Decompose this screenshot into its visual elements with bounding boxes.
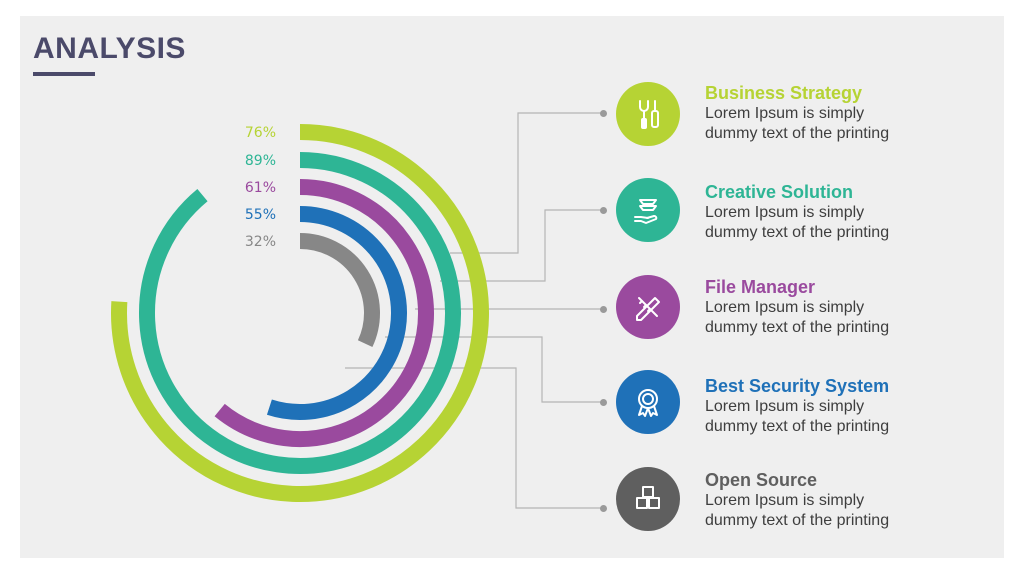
radial-bar-55 bbox=[266, 206, 407, 420]
item-desc-line2: dummy text of the printing bbox=[705, 418, 890, 435]
connector-dot bbox=[600, 110, 607, 117]
item-desc-line1: Lorem Ipsum is simply bbox=[705, 105, 865, 122]
item-creative-solution: Creative Solution Lorem Ipsum is simply … bbox=[705, 181, 985, 243]
item-desc-line1: Lorem Ipsum is simply bbox=[705, 492, 865, 509]
item-desc-line1: Lorem Ipsum is simply bbox=[705, 299, 865, 316]
item-file-manager: File Manager Lorem Ipsum is simply dummy… bbox=[705, 276, 985, 338]
page-title: ANALYSIS bbox=[33, 32, 186, 65]
item-title: File Manager bbox=[705, 277, 816, 297]
percent-label: 55% bbox=[245, 207, 276, 223]
cubes-icon bbox=[616, 467, 680, 531]
item-best-security-system: Best Security System Lorem Ipsum is simp… bbox=[705, 375, 985, 437]
pencil-ruler-icon bbox=[616, 275, 680, 339]
radial-bar-89 bbox=[139, 152, 461, 474]
title-underline bbox=[33, 72, 95, 76]
item-title: Best Security System bbox=[705, 376, 890, 396]
percent-label: 76% bbox=[245, 125, 276, 141]
item-desc-line2: dummy text of the printing bbox=[705, 512, 890, 529]
connector-dot bbox=[600, 207, 607, 214]
connector-dot bbox=[600, 399, 607, 406]
percent-label: 61% bbox=[245, 180, 276, 196]
item-desc-line1: Lorem Ipsum is simply bbox=[705, 204, 865, 221]
radial-arcs bbox=[111, 124, 489, 502]
item-desc-line2: dummy text of the printing bbox=[705, 125, 890, 142]
hand-stack-icon bbox=[616, 178, 680, 242]
slide-background bbox=[20, 16, 1004, 558]
item-business-strategy: Business Strategy Lorem Ipsum is simply … bbox=[705, 82, 985, 144]
item-title: Creative Solution bbox=[705, 182, 854, 202]
percent-labels: 76% 89% 61% 55% 32% bbox=[245, 125, 276, 250]
item-title: Business Strategy bbox=[705, 83, 863, 103]
percent-label: 32% bbox=[245, 234, 276, 250]
badge-icon bbox=[616, 370, 680, 434]
item-desc-line2: dummy text of the printing bbox=[705, 224, 890, 241]
tools-icon bbox=[616, 82, 680, 146]
radial-bar-32 bbox=[299, 233, 380, 348]
radial-bar-76 bbox=[111, 124, 489, 502]
item-title: Open Source bbox=[705, 470, 818, 490]
item-open-source: Open Source Lorem Ipsum is simply dummy … bbox=[705, 469, 985, 531]
item-desc-line1: Lorem Ipsum is simply bbox=[705, 398, 865, 415]
percent-label: 89% bbox=[245, 153, 276, 169]
item-desc-line2: dummy text of the printing bbox=[705, 319, 890, 336]
connector-dot bbox=[600, 306, 607, 313]
radial-bar-61 bbox=[214, 179, 434, 447]
connector-dot bbox=[600, 505, 607, 512]
